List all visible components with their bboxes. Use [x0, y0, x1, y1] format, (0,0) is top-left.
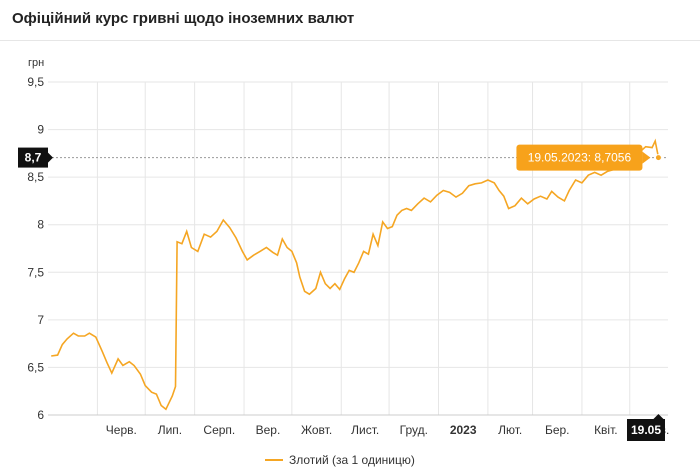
crosshair: 8,7 19.05.2023: 8,7056 19.05 — [18, 144, 668, 441]
chart-header: Офіційний курс гривні щодо іноземних вал… — [0, 0, 700, 41]
y-tick-label: 6,5 — [27, 360, 44, 374]
legend-label: Злотий (за 1 одиницю) — [289, 453, 415, 467]
x-tick-label: Груд. — [400, 423, 428, 437]
line-chart: 9,5 9 8,5 8 7,5 7 6,5 6 Черв. Лип. Серп. Вер. Жовт.… — [18, 57, 670, 467]
x-tick-label: Лист. — [351, 423, 379, 437]
y-axis: 9,5 9 8,5 8 7,5 7 6,5 6 — [27, 75, 44, 422]
tooltip-bg — [516, 144, 643, 171]
x-tick-label: Жовт. — [301, 423, 332, 437]
y-tick-label: 7,5 — [27, 265, 44, 279]
x-badge-arrow — [653, 414, 664, 419]
x-tick-label: Серп. — [203, 423, 235, 437]
y-tick-label: 9 — [37, 123, 44, 137]
page-title: Офіційний курс гривні щодо іноземних вал… — [12, 10, 355, 27]
grid — [48, 81, 668, 416]
x-tick-label: Квіт. — [594, 423, 618, 437]
legend[interactable]: Злотий (за 1 одиницю) — [265, 453, 415, 467]
x-tick-label: 2023 — [450, 423, 477, 437]
y-crosshair-badge: 8,7 — [18, 147, 53, 168]
y-badge-bg — [18, 147, 48, 168]
y-tick-label: 8,5 — [27, 170, 44, 184]
y-tick-label: 8 — [37, 218, 44, 232]
y-tick-label: 7 — [37, 313, 44, 327]
y-tick-label: 9,5 — [27, 75, 44, 89]
y-badge-arrow — [48, 152, 53, 163]
x-axis: Черв. Лип. Серп. Вер. Жовт. Лист. Груд. 2023 Лют… — [106, 423, 670, 437]
x-badge-label: 19.05 — [631, 423, 661, 437]
series-line-zloty[interactable] — [51, 138, 660, 411]
x-crosshair-badge: 19.05 — [627, 414, 665, 441]
hover-point-marker — [654, 154, 662, 162]
tooltip-arrow — [642, 151, 651, 164]
x-tick-label: Черв. — [106, 423, 137, 437]
x-tick-label: Вер. — [256, 423, 281, 437]
tooltip: 19.05.2023: 8,7056 — [516, 144, 651, 171]
y-tick-label: 6 — [37, 408, 44, 422]
y-axis-unit: грн — [28, 57, 44, 69]
y-badge-label: 8,7 — [25, 151, 42, 165]
x-tick-label: Бер. — [545, 423, 570, 437]
x-badge-bg — [627, 419, 665, 441]
tooltip-label: 19.05.2023: 8,7056 — [528, 151, 632, 165]
x-tick-label: Лип. — [158, 423, 182, 437]
x-tick-label: Лют. — [498, 423, 522, 437]
